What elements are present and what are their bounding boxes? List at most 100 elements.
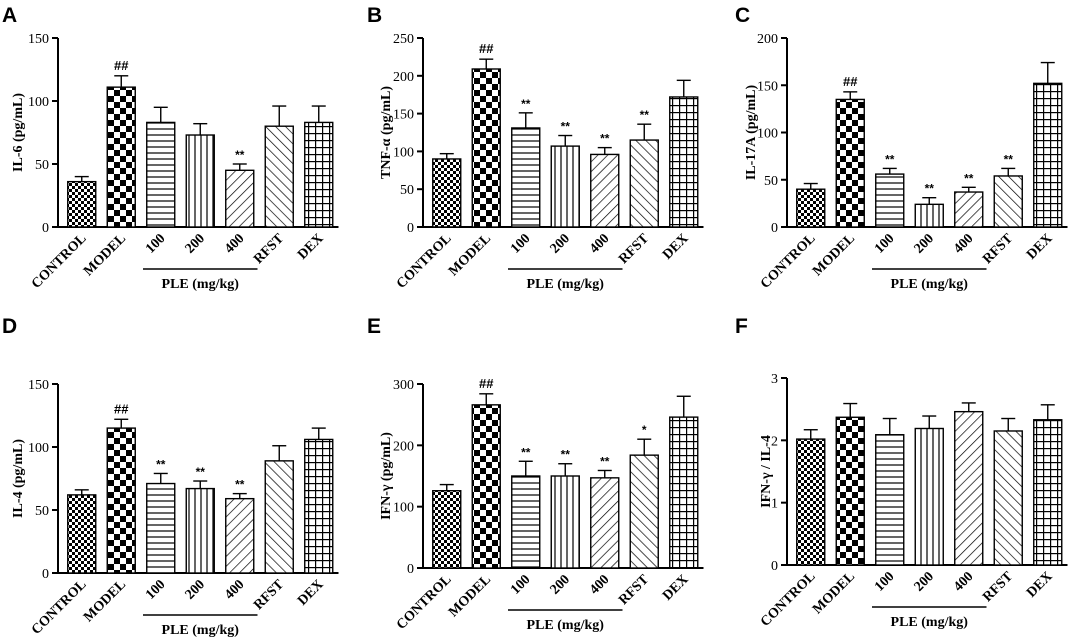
group-label: PLE (mg/kg)	[527, 277, 605, 292]
panel-d: D 0 50 100 150 IL-4 (pg/mL) CONTROL ## MODEL ** 10…	[2, 315, 339, 638]
y-tick-label: 150	[757, 79, 778, 94]
y-tick-label: 0	[407, 562, 414, 577]
significance-label: **	[235, 478, 245, 492]
x-tick-label: DEX	[660, 572, 692, 604]
y-tick-label: 50	[35, 158, 49, 173]
x-tick-label: MODEL	[810, 569, 858, 617]
bar-control	[432, 490, 462, 569]
bar-100	[875, 434, 905, 566]
x-tick-label: 400	[222, 577, 247, 602]
x-tick-label: CONTROL	[758, 569, 819, 630]
panel-a: A 0 50 100 150 IL-6 (pg/mL) CONTROL ## MODEL 100 2…	[2, 4, 339, 292]
x-tick-label: CONTROL	[29, 231, 90, 292]
x-tick-label: 200	[548, 572, 573, 597]
panel-letter: F	[735, 315, 748, 338]
y-tick-label: 150	[28, 32, 49, 47]
x-tick-label: CONTROL	[394, 231, 455, 292]
y-axis-title: TNF-α (pg/mL)	[379, 86, 394, 179]
significance-label: **	[600, 454, 610, 468]
panel-letter: B	[367, 4, 382, 27]
bar-400	[590, 477, 620, 569]
panel-letter: A	[2, 4, 17, 27]
y-axis-title: IL-17A (pg/mL)	[744, 85, 759, 181]
x-tick-label: 200	[912, 231, 937, 256]
bar-100	[511, 475, 541, 569]
significance-label: ##	[479, 376, 494, 391]
significance-label: **	[640, 108, 650, 122]
x-tick-label: 200	[183, 231, 208, 256]
bar-100	[875, 173, 905, 228]
x-tick-label: CONTROL	[394, 572, 455, 633]
significance-label: **	[521, 97, 531, 111]
x-tick-label: RFST	[616, 231, 652, 267]
bar-control	[796, 188, 826, 228]
group-label: PLE (mg/kg)	[162, 277, 240, 292]
y-tick-label: 0	[42, 221, 49, 236]
panel-letter: C	[735, 4, 750, 27]
significance-label: **	[1004, 152, 1014, 166]
y-tick-label: 100	[28, 95, 49, 110]
y-axis-title: IFN-γ (pg/mL)	[379, 432, 394, 520]
y-axis-title: IL-4 (pg/mL)	[11, 439, 26, 518]
y-tick-label: 50	[400, 183, 414, 198]
significance-label: *	[642, 423, 647, 437]
y-tick-label: 100	[393, 501, 414, 516]
bar-400	[954, 191, 984, 228]
bar-400	[225, 497, 255, 574]
y-tick-label: 1	[771, 497, 778, 512]
x-tick-label: CONTROL	[758, 231, 819, 292]
significance-label: **	[561, 448, 571, 462]
bar-100	[146, 482, 176, 574]
bar-200	[185, 134, 215, 228]
y-tick-label: 250	[393, 32, 414, 47]
bar-dex	[669, 416, 699, 569]
panel-b: B 0 50 100 150 200 250 TNF-α (pg/mL) CONTROL ## MO…	[367, 4, 704, 292]
y-tick-label: 0	[771, 221, 778, 236]
bar-dex	[304, 121, 334, 228]
y-tick-label: 0	[42, 567, 49, 582]
bar-200	[914, 203, 944, 228]
x-tick-label: 100	[508, 572, 533, 597]
y-tick-label: 50	[35, 504, 49, 519]
x-tick-label: RFST	[251, 577, 287, 613]
significance-label: **	[925, 182, 935, 196]
x-tick-label: RFST	[980, 569, 1016, 605]
bar-100	[146, 121, 176, 228]
x-tick-label: 100	[143, 577, 168, 602]
x-tick-label: 100	[508, 231, 533, 256]
bar-400	[954, 410, 984, 566]
y-axis-title: IL-6 (pg/mL)	[11, 93, 26, 172]
significance-label: **	[561, 120, 571, 134]
bar-rfst	[993, 430, 1023, 566]
x-tick-label: 400	[951, 569, 976, 594]
y-tick-label: 0	[771, 559, 778, 574]
x-tick-label: DEX	[295, 577, 327, 609]
x-tick-label: 200	[183, 577, 208, 602]
x-tick-label: DEX	[660, 231, 692, 263]
bar-400	[225, 169, 255, 228]
panel-letter: D	[2, 315, 17, 338]
x-tick-label: MODEL	[81, 577, 129, 625]
x-tick-label: 200	[912, 569, 937, 594]
bar-rfst	[264, 460, 294, 574]
x-tick-label: 100	[872, 569, 897, 594]
bar-model	[471, 68, 501, 228]
x-tick-label: RFST	[980, 231, 1016, 267]
significance-label: **	[964, 171, 974, 185]
significance-label: **	[196, 465, 206, 479]
x-tick-label: 100	[872, 231, 897, 256]
significance-label: ##	[479, 41, 494, 56]
significance-label: **	[885, 152, 895, 166]
panel-letter: E	[367, 315, 381, 338]
group-label: PLE (mg/kg)	[891, 615, 969, 630]
y-tick-label: 150	[28, 378, 49, 393]
x-tick-label: MODEL	[446, 231, 494, 279]
x-tick-label: 100	[143, 231, 168, 256]
x-tick-label: DEX	[1024, 231, 1056, 263]
y-tick-label: 100	[393, 145, 414, 160]
group-label: PLE (mg/kg)	[162, 623, 240, 638]
bar-model	[106, 86, 136, 228]
bar-rfst	[629, 454, 659, 569]
